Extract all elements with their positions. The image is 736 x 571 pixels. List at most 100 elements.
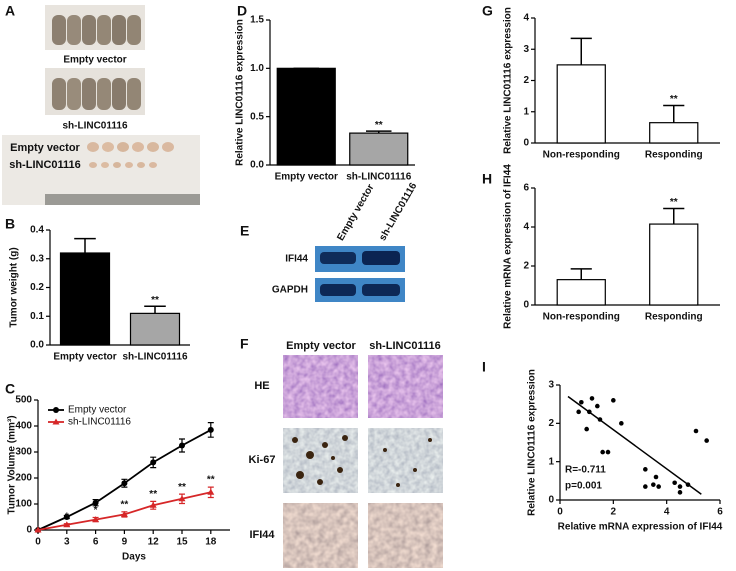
y-tick-label: 6: [523, 183, 529, 194]
x-tick-label: 18: [205, 537, 217, 548]
error-bar: [74, 237, 96, 253]
point: [150, 459, 157, 466]
significance: **: [670, 197, 678, 208]
x-tick-label: 12: [148, 537, 160, 548]
point: [605, 449, 611, 455]
x-axis-label: Relative mRNA expression of IFI44: [558, 522, 723, 533]
legend-marker: [53, 407, 59, 413]
error-bar: [144, 305, 166, 314]
panel-letter: H: [482, 171, 492, 187]
point: [619, 421, 624, 426]
error-bar: [365, 130, 392, 134]
point: [178, 495, 186, 502]
x-tick-label: 2: [611, 507, 617, 518]
row-label: HE: [254, 380, 269, 392]
trendline: [567, 395, 702, 495]
point: [643, 484, 648, 489]
significance: **: [670, 94, 678, 105]
point: [121, 480, 128, 487]
x-tick-label: 6: [717, 507, 723, 518]
point: [600, 449, 605, 455]
point: [576, 409, 581, 415]
legend-marker: [52, 418, 60, 425]
x-axis-label: Days: [122, 552, 146, 563]
y-axis-label: Tumor weight (g): [9, 247, 20, 327]
x-tick-label: Responding: [645, 312, 703, 323]
point: [643, 467, 648, 472]
x-tick-label: 9: [122, 537, 128, 548]
y-tick-label: 4: [523, 13, 529, 24]
x-tick-label: sh-LINC01116: [346, 172, 411, 183]
stat-label: p=0.001: [565, 481, 602, 492]
x-tick-label: Non-responding: [543, 312, 620, 323]
significance: **: [151, 295, 159, 306]
bar: [649, 223, 699, 306]
y-tick-label: 0.1: [30, 311, 44, 322]
panel-letter: D: [237, 3, 247, 19]
point: [611, 398, 616, 403]
y-tick-label: 200: [15, 473, 32, 484]
row-label: Empty vector: [10, 142, 80, 154]
y-tick-label: 0.3: [30, 253, 44, 264]
y-tick-label: 400: [15, 421, 32, 432]
y-tick-label: 300: [15, 447, 32, 458]
tumor-photo: [2, 135, 200, 205]
bar: [59, 252, 111, 346]
significance: **: [121, 499, 129, 510]
mice-photo: [45, 5, 145, 50]
lane-label: Empty vector: [335, 182, 376, 242]
significance: **: [178, 482, 186, 493]
mice-photo: [45, 68, 145, 115]
x-tick-label: 0: [35, 537, 41, 548]
significance: **: [375, 120, 383, 131]
point: [149, 501, 157, 508]
lane-label: sh-LINC01116: [377, 181, 419, 243]
x-tick-label: sh-LINC01116: [122, 352, 187, 363]
y-tick-label: 0: [523, 300, 529, 311]
x-tick-label: Empty vector: [53, 352, 116, 363]
point: [693, 428, 699, 434]
panel-letter: A: [5, 3, 15, 19]
point: [584, 426, 589, 432]
error-bar: [663, 104, 685, 123]
significance: *: [65, 511, 69, 522]
significance: **: [207, 475, 215, 486]
point: [656, 484, 661, 489]
significance: **: [149, 489, 157, 500]
point: [207, 426, 214, 433]
y-axis-label: Tumor Volume (mm³): [7, 415, 18, 514]
error-bar: [663, 207, 685, 225]
y-axis-label: Relative LINC01116 expression: [503, 7, 514, 154]
panel-letter: I: [482, 359, 486, 375]
bar: [276, 67, 336, 166]
row-label: Ki-67: [249, 454, 276, 466]
column-label: Empty vector: [286, 340, 356, 352]
panel-letter: C: [5, 381, 15, 397]
y-tick-label: 0.2: [30, 282, 44, 293]
y-tick-label: 2: [548, 418, 554, 429]
band-label: GAPDH: [272, 285, 308, 296]
point: [92, 516, 100, 523]
row-label: IFI44: [249, 529, 275, 541]
point: [677, 490, 683, 495]
x-tick-label: 4: [664, 507, 670, 518]
y-tick-label: 1: [523, 106, 529, 117]
point: [579, 399, 584, 405]
x-tick-label: Non-responding: [543, 150, 620, 161]
x-tick-label: 0: [557, 507, 563, 518]
point: [120, 510, 128, 517]
y-axis-label: Relative mRNA expression of IFI44: [503, 164, 514, 329]
y-tick-label: 3: [548, 380, 554, 391]
bar: [349, 132, 409, 166]
point: [207, 488, 215, 495]
y-tick-label: 4: [523, 222, 529, 233]
western-blot: [315, 246, 405, 302]
x-tick-label: 6: [93, 537, 99, 548]
error-bar: [570, 268, 592, 280]
photo-label: sh-LINC01116: [62, 121, 127, 132]
y-tick-label: 500: [15, 395, 32, 406]
bar: [129, 312, 181, 346]
y-tick-label: 1.5: [250, 15, 264, 26]
panel-letter: F: [240, 336, 249, 352]
band-label: IFI44: [285, 254, 308, 265]
